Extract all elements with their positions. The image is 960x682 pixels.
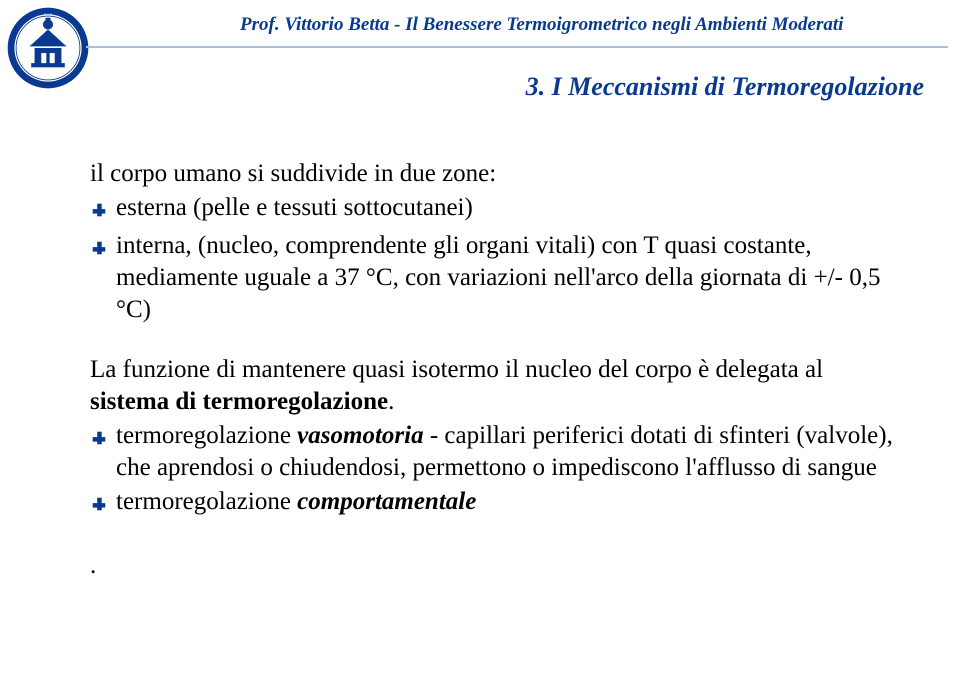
plus-bullet-icon [90, 234, 110, 266]
slide-body: il corpo umano si suddivide in due zone:… [90, 158, 900, 582]
bullet-item: termoregolazione comportamentale [90, 486, 900, 522]
bullet-text: esterna (pelle e tessuti sottocutanei) [116, 192, 900, 224]
bullet-text: termoregolazione comportamentale [116, 486, 900, 518]
paragraph-suffix: . [388, 388, 394, 415]
header-title: Prof. Vittorio Betta - Il Benessere Term… [90, 14, 960, 36]
section-title: 3. I Meccanismi di Termoregolazione [526, 72, 924, 102]
bullet-emphasis: comportamentale [297, 488, 476, 515]
bullet-item: interna, (nucleo, comprendente gli organ… [90, 230, 900, 326]
plus-bullet-icon [90, 424, 110, 456]
bullet-text: interna, (nucleo, comprendente gli organ… [116, 230, 900, 326]
plus-bullet-icon [90, 196, 110, 228]
intro-text: il corpo umano si suddivide in due zone: [90, 158, 900, 190]
header-rule [86, 46, 948, 48]
trailing-dot: . [90, 550, 900, 582]
slide-header: Prof. Vittorio Betta - Il Benessere Term… [0, 0, 960, 48]
bullet-list-1: esterna (pelle e tessuti sottocutanei) in… [90, 192, 900, 326]
bullet-emphasis: vasomotoria [297, 422, 423, 449]
bullet-pre: termoregolazione [116, 488, 297, 515]
paragraph: La funzione di mantenere quasi isotermo … [90, 354, 900, 418]
bullet-pre: termoregolazione [116, 422, 297, 449]
bullet-text: termoregolazione vasomotoria - capillari… [116, 420, 900, 484]
paragraph-bold: sistema di termoregolazione [90, 388, 388, 415]
plus-bullet-icon [90, 490, 110, 522]
bullet-item: esterna (pelle e tessuti sottocutanei) [90, 192, 900, 228]
bullet-item: termoregolazione vasomotoria - capillari… [90, 420, 900, 484]
bullet-list-2: termoregolazione vasomotoria - capillari… [90, 420, 900, 522]
paragraph-prefix: La funzione di mantenere quasi isotermo … [90, 356, 823, 383]
